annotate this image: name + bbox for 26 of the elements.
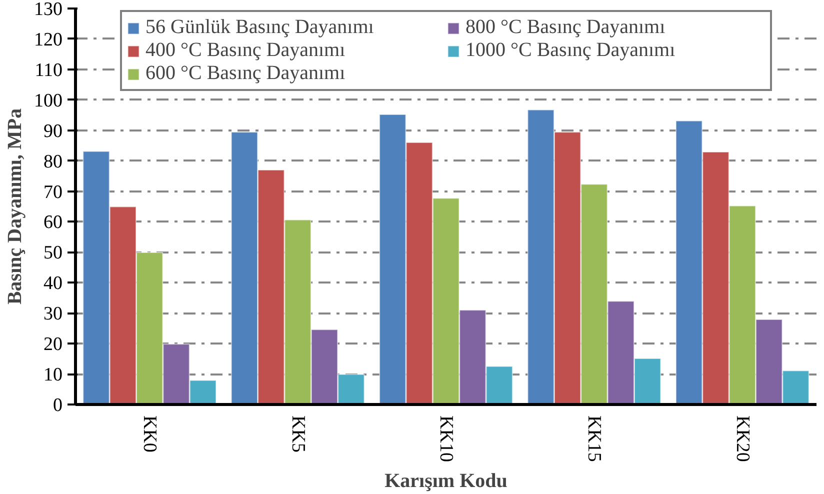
y-tick-label: 50 <box>44 242 62 264</box>
y-tick-label: 110 <box>34 60 62 81</box>
x-axis-title: Karışım Kodu <box>384 470 508 492</box>
y-axis-title: Basınç Dayanımı, MPa <box>4 108 26 305</box>
x-tick-label: KK0 <box>139 416 160 452</box>
y-tick-label: 80 <box>44 151 62 172</box>
y-tick-label: 0 <box>53 395 62 416</box>
y-tick-label: 120 <box>34 29 62 50</box>
legend-label: 400 °C Basınç Dayanımı <box>146 39 346 62</box>
y-tick-label: 60 <box>44 212 62 234</box>
y-tick-label: 40 <box>44 273 62 294</box>
x-tick-label: KK5 <box>287 416 308 452</box>
y-tick-label: 20 <box>44 334 62 356</box>
x-tick-label: KK10 <box>436 416 456 462</box>
y-tick-label: 100 <box>34 90 62 112</box>
x-tick-label: KK20 <box>732 416 753 462</box>
x-tick-label: KK15 <box>584 416 605 462</box>
legend-label: 800 °C Basınç Dayanımı <box>466 16 666 39</box>
y-tick-label: 130 <box>34 0 62 20</box>
legend-label: 56 Günlük Basınç Dayanımı <box>146 16 375 39</box>
y-tick-label: 30 <box>44 304 62 325</box>
legend-label: 600 °C Basınç Dayanımı <box>146 62 346 85</box>
y-tick-label: 70 <box>44 182 62 203</box>
y-tick-label: 90 <box>44 120 62 142</box>
y-tick-label: 10 <box>44 364 62 386</box>
legend-label: 1000 °C Basınç Dayanımı <box>466 39 676 62</box>
